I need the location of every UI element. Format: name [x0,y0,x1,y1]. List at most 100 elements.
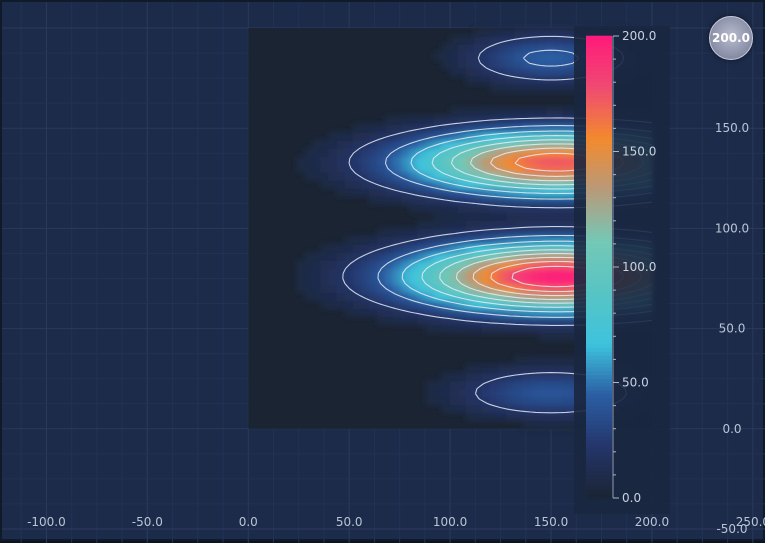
heatmap-cell [344,171,354,181]
y-tick-label: 0.0 [722,422,741,436]
heatmap-cell [489,292,500,302]
heatmap-cell [360,235,370,245]
colorbar-segment [586,108,612,114]
heatmap-cell [498,396,508,406]
heatmap-cell [489,243,500,253]
heatmap-cell [530,300,540,310]
heatmap-cell [425,308,435,318]
heatmap-cell [449,107,459,117]
heatmap-cell [473,27,483,37]
heatmap-cell [530,163,540,173]
heatmap-cell [514,147,524,157]
colorbar-segment [586,270,612,275]
heatmap-cell [530,396,540,406]
heatmap-cell [546,155,556,165]
heatmap-cell [441,372,451,382]
heatmap-cell [530,259,540,269]
heatmap-cell [328,131,338,141]
heatmap-cell [385,276,395,286]
heatmap-cell [360,171,370,181]
heatmap-cell [385,284,395,294]
heatmap-cell [562,356,572,366]
heatmap-cell [489,35,500,45]
heatmap-cell [538,219,548,229]
heatmap-cell [417,267,427,278]
heatmap-cell [449,115,459,125]
heatmap-cell [336,139,346,149]
heatmap-cell [481,388,491,398]
heatmap-cell [562,235,572,245]
heatmap-cell [473,324,483,334]
heatmap-cell [368,147,378,157]
heatmap-cell [546,404,556,414]
heatmap-cell [352,251,362,261]
heatmap-cell [546,372,556,382]
heatmap-cell [449,43,459,53]
colorbar-segment [586,116,612,121]
heatmap-cell [498,187,508,197]
heatmap-cell [360,163,370,173]
heatmap-cell [441,155,451,165]
heatmap-cell [425,396,435,406]
heatmap-cell [562,83,572,93]
heatmap-cell [417,251,427,261]
heatmap-cell [498,131,508,141]
heatmap-cell [514,396,524,406]
colorbar-segment [586,428,612,433]
heatmap-cell [481,292,491,302]
heatmap-cell [530,412,540,422]
heatmap-cell [538,388,548,398]
heatmap-cell [401,179,411,189]
heatmap-cell [393,243,403,253]
heatmap-cell [376,308,387,318]
heatmap-cell [417,259,427,269]
heatmap-cell [481,412,491,422]
colorbar-segment [586,128,612,133]
heatmap-cell [473,139,483,149]
heatmap-cell [562,364,572,374]
heatmap-cell [296,267,306,278]
heatmap-cell [441,388,451,398]
heatmap-cell [514,308,524,318]
heatmap-cell [538,163,548,173]
colorbar-segment [586,374,612,379]
heatmap-cell [401,227,411,237]
heatmap-cell [538,404,548,414]
heatmap-cell [457,203,467,213]
heatmap-cell [385,171,395,181]
heatmap-cell [538,412,548,422]
heatmap-cell [554,51,564,61]
heatmap-cell [425,131,435,141]
colorbar-segment [586,324,612,329]
heatmap-cell [514,235,524,245]
heatmap-cell [546,35,556,45]
heatmap-cell [457,388,467,398]
heatmap-cell [417,171,427,181]
heatmap-cell [336,267,346,278]
heatmap-cell [481,276,491,286]
colorbar-segment [586,301,612,306]
heatmap-cell [554,404,564,414]
colorbar-segment [586,389,612,395]
heatmap-cell [457,179,467,189]
zoom-extents-button[interactable]: 200.0 [709,16,753,60]
heatmap-cell [336,284,346,294]
heatmap-cell [522,308,532,318]
heatmap-cell [320,276,330,286]
heatmap-cell [368,131,378,141]
colorbar-segment [586,478,612,483]
colorbar-segment [586,289,612,295]
heatmap-cell [514,67,524,77]
heatmap-cell [522,171,532,181]
heatmap-cell [473,179,483,189]
heatmap-cell [393,195,403,205]
heatmap-cell [481,35,491,45]
heatmap-cell [538,43,548,53]
heatmap-cell [457,396,467,406]
heatmap-cell [449,308,459,318]
heatmap-cell [401,308,411,318]
heatmap-cell [352,155,362,165]
heatmap-cell [506,243,516,253]
